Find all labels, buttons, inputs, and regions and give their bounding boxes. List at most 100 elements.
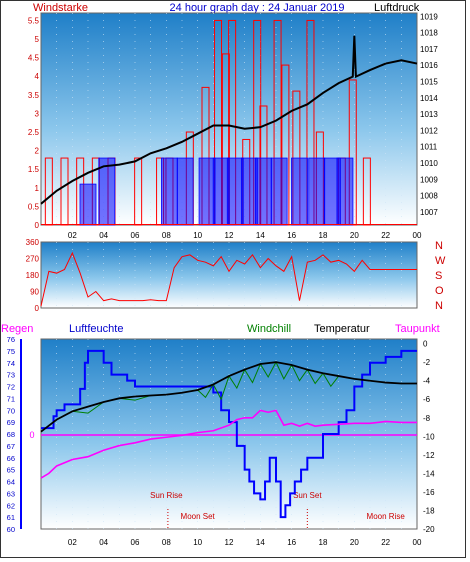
wind-tick-label: 5 <box>35 35 40 44</box>
annotation-label: Sun Rise <box>150 491 183 500</box>
wind-tick-label: 5.5 <box>28 16 40 25</box>
humidity-tick-label: 62 <box>7 501 15 510</box>
humidity-tick-label: 61 <box>7 513 15 522</box>
humidity-tick-label: 75 <box>7 347 15 356</box>
pressure-tick-label: 1017 <box>420 45 438 54</box>
x-tick-label: 22 <box>381 538 390 547</box>
x-tick-label: 08 <box>162 538 171 547</box>
x-tick-label: 00 <box>413 231 422 240</box>
pressure-axis-title: Luftdruck <box>374 2 420 14</box>
x-tick-label: 08 <box>162 231 171 240</box>
wind-tick-label: 4.5 <box>28 54 40 63</box>
wind-tick-label: 0.5 <box>28 202 40 211</box>
windchill-line <box>40 361 417 433</box>
humidity-tick-label: 67 <box>7 442 15 451</box>
temperature-line <box>40 361 417 433</box>
direction-tick-label: 0 <box>35 304 40 313</box>
compass-label: S <box>435 270 442 282</box>
weather-charts: Windstarke 24 hour graph day : 24 Januar… <box>1 2 446 547</box>
compass-label: O <box>435 285 444 297</box>
humidity-tick-label: 68 <box>7 430 15 439</box>
x-axis-ticks-top: 02 04 06 08 10 12 14 16 18 20 22 00 <box>68 231 422 240</box>
wind-tick-label: 2.5 <box>28 128 40 137</box>
x-tick-label: 20 <box>350 538 359 547</box>
temperature-axis-ticks: -20-18-16-14-12-10-8-6-4-20 <box>423 340 435 534</box>
wind-tick-label: 1.5 <box>28 165 40 174</box>
wind-average-bar <box>226 157 244 226</box>
humidity-axis-ticks: 60 61 62 63 64 65 66 67 68 69 70 71 72 73 74 75 76 <box>7 335 22 534</box>
temperature-tick-label: -8 <box>423 414 431 423</box>
temperature-tick-label: -6 <box>423 395 431 404</box>
humidity-tick-label: 64 <box>7 478 15 487</box>
legend-item: Luftfeuchte <box>69 323 123 335</box>
x-tick-label: 14 <box>256 538 265 547</box>
wind-average-bar <box>270 157 288 226</box>
humidity-line <box>41 349 417 519</box>
x-tick-label: 12 <box>225 231 234 240</box>
wind-average-bar <box>255 157 272 226</box>
wind-tick-label: 0 <box>35 221 40 230</box>
annotation-label: Sun Set <box>293 491 322 500</box>
annotation-label: Moon Rise <box>367 512 406 521</box>
pressure-tick-label: 1008 <box>420 192 438 201</box>
direction-tick-label: 360 <box>26 238 40 247</box>
temperature-tick-label: -14 <box>423 469 435 478</box>
dewpoint-line <box>40 409 417 479</box>
temp-humidity-plot-area <box>40 338 418 530</box>
humidity-tick-label: 73 <box>7 371 15 380</box>
wind-average-bar <box>336 157 354 226</box>
humidity-tick-label: 74 <box>7 359 15 368</box>
legend-item: Taupunkt <box>395 323 440 335</box>
pressure-axis-ticks: 1007 1008 1009 1010 1011 1012 1013 1014 1015 1016… <box>420 12 438 217</box>
x-tick-label: 06 <box>131 538 140 547</box>
temperature-tick-label: -2 <box>423 358 431 367</box>
temperature-tick-label: -12 <box>423 451 435 460</box>
temperature-tick-label: 0 <box>423 340 428 349</box>
wind-axis-title: Windstarke <box>33 2 88 14</box>
sun-moon-annotations: Sun Rise Moon Set Sun Set Moon Rise <box>150 491 405 529</box>
x-tick-label: 00 <box>413 538 422 547</box>
pressure-tick-label: 1018 <box>420 29 438 38</box>
x-tick-label: 12 <box>225 538 234 547</box>
humidity-tick-label: 72 <box>7 383 15 392</box>
humidity-tick-label: 63 <box>7 489 15 498</box>
x-tick-label: 10 <box>193 538 202 547</box>
x-tick-label: 02 <box>68 231 77 240</box>
temperature-tick-label: -10 <box>423 432 435 441</box>
wind-direction-plot-area <box>40 241 418 309</box>
x-tick-label: 18 <box>319 538 328 547</box>
wind-average-bar <box>198 157 216 226</box>
direction-axis-ticks: 0 90 180 270 360 <box>26 238 40 313</box>
wind-pressure-series <box>40 19 418 226</box>
x-tick-label: 06 <box>131 231 140 240</box>
wind-average-bar <box>291 157 308 226</box>
x-tick-label: 02 <box>68 538 77 547</box>
x-tick-label: 10 <box>193 231 202 240</box>
legend-item: Regen <box>1 323 33 335</box>
temp-humidity-series <box>40 349 417 519</box>
pressure-tick-label: 1011 <box>420 143 438 152</box>
pressure-tick-label: 1016 <box>420 61 438 70</box>
compass-label: N <box>435 300 443 312</box>
x-tick-label: 22 <box>381 231 390 240</box>
wind-axis-ticks: 0 0.5 1 1.5 2 2.5 3 3.5 4 4.5 5 5.5 <box>28 16 40 230</box>
humidity-tick-label: 65 <box>7 466 15 475</box>
humidity-tick-label: 71 <box>7 394 15 403</box>
direction-tick-label: 90 <box>30 288 39 297</box>
temperature-tick-label: -20 <box>423 525 435 534</box>
page-title: 24 hour graph day : 24 Januar 2019 <box>170 2 345 14</box>
rain-zero-label: 0 <box>29 430 34 440</box>
humidity-tick-label: 60 <box>7 525 15 534</box>
direction-tick-label: 270 <box>26 255 40 264</box>
pressure-tick-label: 1012 <box>420 126 438 135</box>
pressure-tick-label: 1009 <box>420 175 438 184</box>
legend-item: Windchill <box>247 323 291 335</box>
wind-direction-line <box>40 251 417 307</box>
temperature-tick-label: -4 <box>423 377 431 386</box>
pressure-tick-label: 1010 <box>420 159 438 168</box>
wind-average-bar <box>308 157 326 226</box>
humidity-tick-label: 69 <box>7 418 15 427</box>
legend-item: Temperatur <box>314 323 370 335</box>
wind-average-bar <box>161 157 178 226</box>
